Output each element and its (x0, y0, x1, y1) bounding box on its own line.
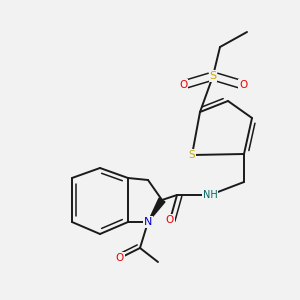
Text: NH: NH (202, 190, 217, 200)
Text: S: S (209, 71, 217, 81)
Text: S: S (189, 150, 195, 160)
Text: O: O (116, 253, 124, 263)
Text: O: O (179, 80, 187, 90)
Polygon shape (148, 198, 165, 222)
Text: O: O (239, 80, 247, 90)
Text: O: O (166, 215, 174, 225)
Text: N: N (144, 217, 152, 227)
